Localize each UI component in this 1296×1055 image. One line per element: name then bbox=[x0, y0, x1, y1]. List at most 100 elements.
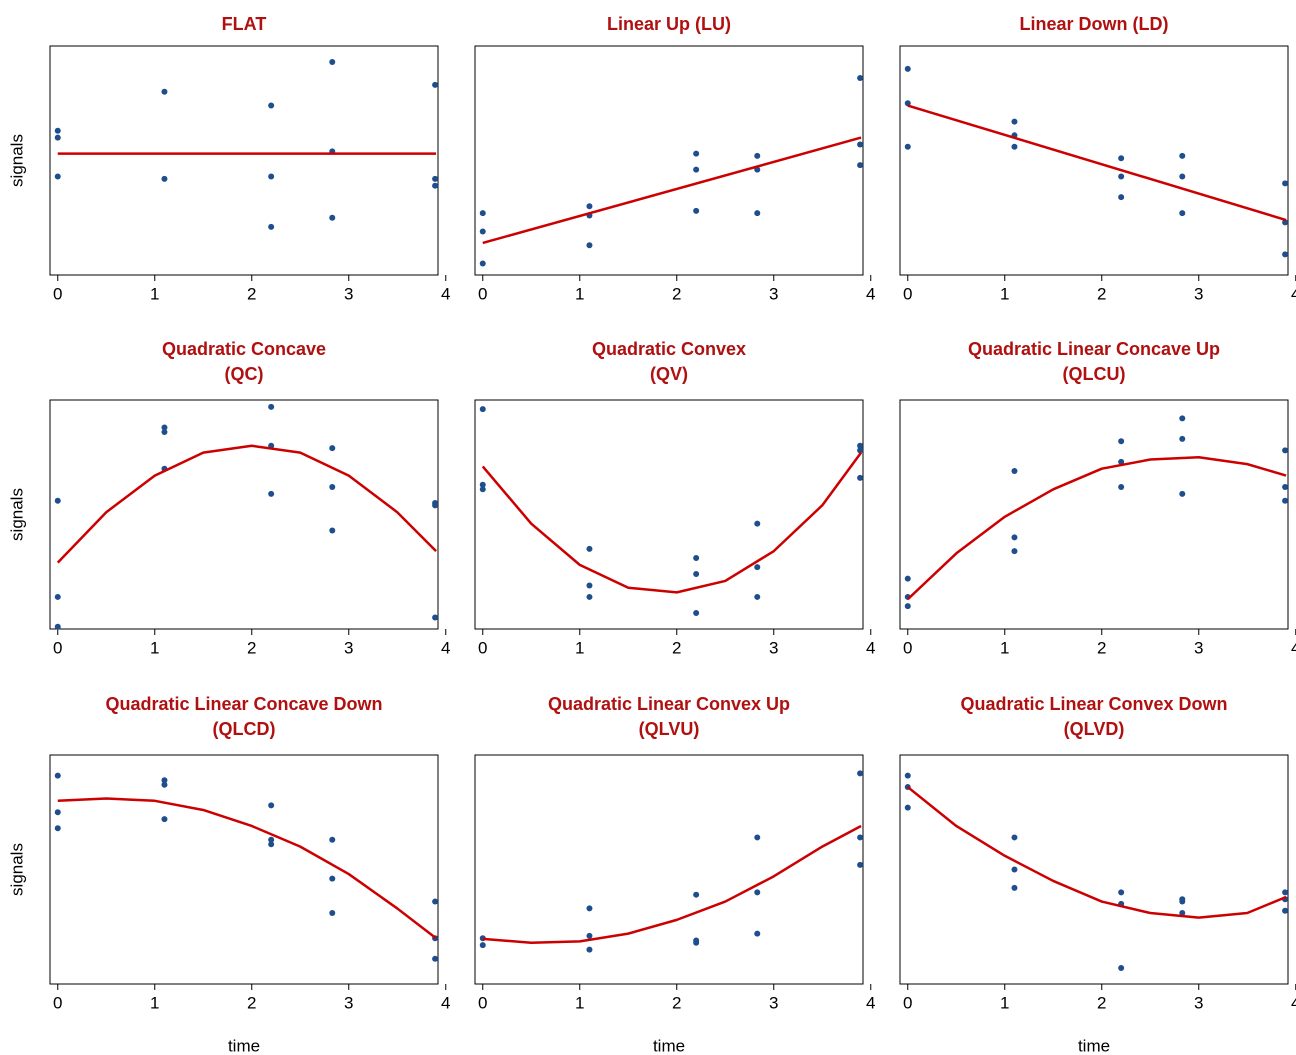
x-tick-label: 1 bbox=[150, 284, 159, 303]
fit-line bbox=[906, 786, 1287, 919]
data-point bbox=[1282, 497, 1289, 504]
data-point bbox=[586, 582, 593, 589]
data-point bbox=[754, 593, 761, 600]
data-point bbox=[1282, 907, 1289, 914]
data-point bbox=[1118, 173, 1125, 180]
data-point bbox=[1011, 884, 1018, 891]
x-axis-label: time bbox=[1078, 1036, 1110, 1055]
chart-title: (QLVU) bbox=[639, 719, 700, 739]
x-tick-label: 4 bbox=[866, 638, 875, 657]
data-point bbox=[1282, 447, 1289, 454]
data-point bbox=[479, 228, 486, 235]
data-point bbox=[329, 59, 336, 66]
data-point bbox=[54, 127, 61, 134]
data-point bbox=[268, 490, 275, 497]
data-point bbox=[161, 816, 168, 823]
chart-title: Linear Down (LD) bbox=[1020, 14, 1169, 34]
data-point bbox=[432, 898, 439, 905]
data-point bbox=[54, 809, 61, 816]
data-point bbox=[1118, 964, 1125, 971]
data-point bbox=[479, 210, 486, 217]
data-point bbox=[586, 203, 593, 210]
plot-frame bbox=[899, 399, 1289, 630]
x-tick-label: 4 bbox=[441, 993, 450, 1012]
data-point bbox=[432, 182, 439, 189]
chart-title: (QC) bbox=[225, 364, 264, 384]
data-point bbox=[693, 150, 700, 157]
data-point bbox=[268, 836, 275, 843]
data-point bbox=[329, 875, 336, 882]
data-point bbox=[693, 571, 700, 578]
x-tick-label: 3 bbox=[769, 284, 778, 303]
data-point bbox=[586, 593, 593, 600]
fit-line bbox=[482, 824, 862, 945]
chart-title: Quadratic Linear Concave Down bbox=[105, 694, 382, 714]
data-point bbox=[161, 781, 168, 788]
x-tick-label: 0 bbox=[478, 638, 487, 657]
data-point bbox=[432, 955, 439, 962]
plot-frame bbox=[899, 754, 1289, 985]
data-point bbox=[1011, 118, 1018, 125]
data-point bbox=[329, 527, 336, 534]
data-point bbox=[857, 141, 864, 148]
data-point bbox=[857, 75, 864, 82]
y-axis-label: signals bbox=[7, 488, 26, 541]
x-axis-label: time bbox=[653, 1036, 685, 1055]
plot-frame bbox=[474, 754, 864, 985]
data-point bbox=[586, 946, 593, 953]
data-point bbox=[1179, 152, 1186, 159]
data-point bbox=[693, 555, 700, 562]
data-point bbox=[1282, 180, 1289, 187]
data-point bbox=[268, 841, 275, 848]
data-point bbox=[904, 143, 911, 150]
data-point bbox=[1179, 910, 1186, 917]
x-tick-label: 0 bbox=[903, 284, 912, 303]
y-axis-label: signals bbox=[7, 134, 26, 187]
data-point bbox=[268, 173, 275, 180]
data-point bbox=[1282, 889, 1289, 896]
chart-title: (QLCD) bbox=[213, 719, 276, 739]
data-point bbox=[1011, 866, 1018, 873]
data-point bbox=[268, 102, 275, 109]
data-point bbox=[1011, 467, 1018, 474]
data-point bbox=[586, 545, 593, 552]
data-point bbox=[1118, 889, 1125, 896]
x-tick-label: 0 bbox=[53, 638, 62, 657]
fit-line bbox=[481, 451, 863, 594]
chart-title: Linear Up (LU) bbox=[607, 14, 731, 34]
x-tick-label: 0 bbox=[478, 993, 487, 1012]
data-point bbox=[1118, 155, 1125, 162]
fit-line bbox=[56, 444, 437, 564]
data-point bbox=[754, 152, 761, 159]
x-tick-label: 3 bbox=[344, 638, 353, 657]
data-point bbox=[693, 891, 700, 898]
data-point bbox=[432, 502, 439, 509]
data-point bbox=[904, 603, 911, 610]
data-point bbox=[329, 484, 336, 491]
fit-line bbox=[482, 136, 862, 245]
x-tick-label: 3 bbox=[1194, 284, 1203, 303]
data-point bbox=[857, 861, 864, 868]
fit-line bbox=[906, 456, 1287, 601]
data-point bbox=[1282, 251, 1289, 258]
data-point bbox=[693, 939, 700, 946]
data-point bbox=[54, 173, 61, 180]
data-point bbox=[268, 403, 275, 410]
data-point bbox=[754, 930, 761, 937]
data-point bbox=[54, 825, 61, 832]
plot-frame bbox=[49, 45, 439, 276]
data-point bbox=[586, 932, 593, 939]
data-point bbox=[857, 442, 864, 449]
data-point bbox=[1179, 210, 1186, 217]
x-tick-label: 2 bbox=[1097, 993, 1106, 1012]
x-tick-label: 3 bbox=[344, 993, 353, 1012]
data-point bbox=[54, 593, 61, 600]
x-tick-label: 1 bbox=[150, 638, 159, 657]
data-point bbox=[904, 575, 911, 582]
data-point bbox=[1118, 484, 1125, 491]
x-tick-label: 0 bbox=[903, 638, 912, 657]
data-point bbox=[586, 242, 593, 249]
data-point bbox=[586, 905, 593, 912]
data-point bbox=[1282, 219, 1289, 226]
x-tick-label: 2 bbox=[672, 638, 681, 657]
